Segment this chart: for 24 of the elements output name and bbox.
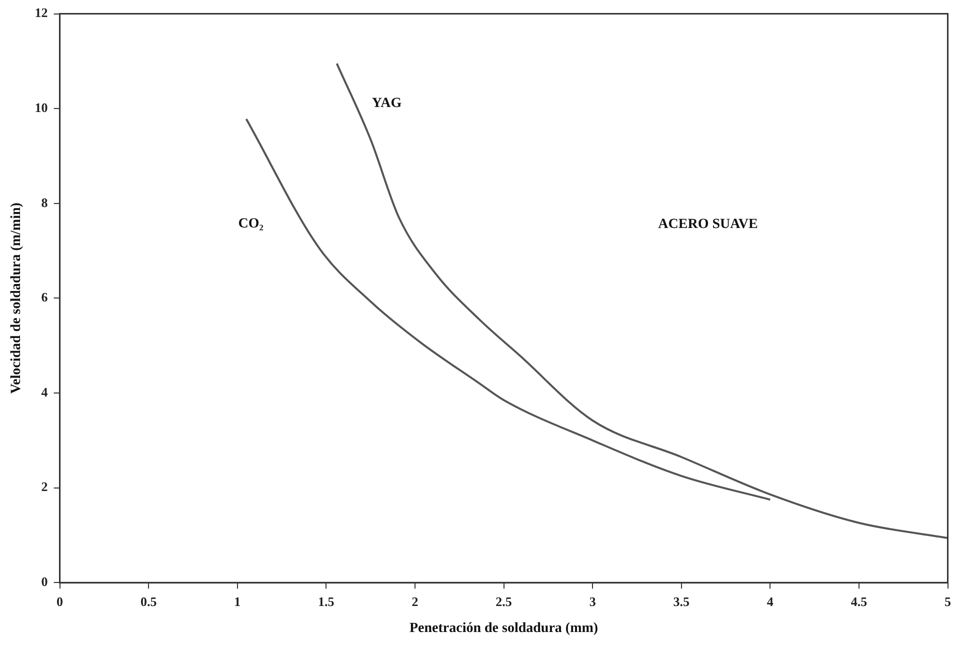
x-tick-label: 4.5: [850, 594, 868, 609]
x-tick-label: 0.5: [140, 594, 158, 609]
y-tick-label: 10: [34, 100, 48, 115]
y-tick-label: 6: [41, 290, 48, 305]
x-tick-label: 0: [56, 594, 64, 609]
x-tick-label: 1.5: [318, 594, 335, 609]
x-tick-label: 2.5: [496, 594, 512, 609]
x-tick-label: 1: [234, 594, 241, 609]
x-tick-label: 3: [589, 594, 596, 609]
y-tick-label: 0: [41, 574, 48, 589]
x-tick-label: 2: [412, 594, 418, 609]
x-axis-title: Penetración de soldadura (mm): [409, 621, 598, 636]
x-tick-label: 3.5: [673, 594, 690, 609]
x-tick-label: 4: [766, 594, 774, 609]
y-tick-label: 2: [41, 479, 48, 494]
x-tick-label: 5: [944, 594, 952, 609]
y-axis-title: Velocidad de soldadura (m/min): [9, 202, 24, 394]
y-tick-label: 12: [34, 5, 48, 20]
line-series: [336, 62, 948, 540]
annotation: ACERO SUAVE: [658, 216, 758, 232]
y-tick-label: 4: [41, 384, 48, 400]
text: CO₂: [238, 216, 264, 232]
y-tick-label: 8: [41, 194, 48, 210]
series-label: YAG: [372, 96, 402, 112]
